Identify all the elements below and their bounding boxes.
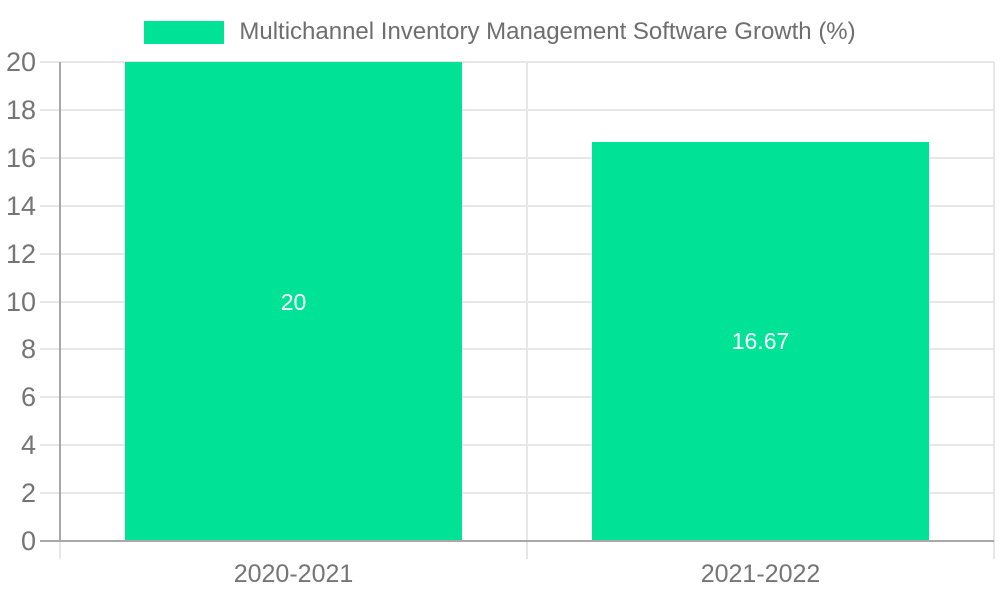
x-axis-line (40, 540, 994, 542)
y-axis-tick-label: 14 (5, 190, 36, 221)
x-axis-tick (993, 541, 995, 559)
x-gridline (526, 62, 528, 541)
y-gridline (40, 396, 994, 399)
legend-swatch (144, 20, 225, 44)
chart-legend-item[interactable]: Multichannel Inventory Management Softwa… (0, 14, 1000, 50)
legend-label: Multichannel Inventory Management Softwa… (239, 18, 856, 45)
y-gridline (40, 156, 994, 159)
x-axis-tick-label: 2021-2022 (700, 560, 821, 588)
x-gridline (993, 62, 995, 541)
x-axis-tick (59, 541, 61, 559)
y-gridline (40, 252, 994, 255)
y-axis-tick-label: 18 (5, 94, 36, 125)
y-axis-tick-label: 10 (5, 286, 36, 317)
x-axis-tick-label: 2020-2021 (233, 560, 354, 588)
y-gridline (40, 444, 994, 447)
y-gridline (40, 108, 994, 111)
y-gridline (40, 348, 994, 351)
x-axis-tick (526, 541, 528, 559)
y-gridline (40, 300, 994, 303)
y-axis-tick-label: 2 (20, 478, 36, 509)
y-axis-tick-label: 12 (5, 238, 36, 269)
y-axis-tick-label: 4 (20, 430, 36, 461)
y-gridline (40, 61, 994, 63)
bar-2020-2021[interactable]: 20 (125, 62, 462, 541)
y-axis-tick-label: 20 (5, 47, 36, 77)
bar-value-label: 20 (280, 288, 307, 315)
y-axis-tick-label: 0 (20, 526, 36, 556)
y-axis-tick-label: 8 (20, 334, 36, 365)
y-gridline (40, 204, 994, 207)
y-axis-tick-label: 16 (5, 142, 36, 173)
bar-value-label: 16.67 (731, 328, 790, 355)
y-axis-line (59, 62, 61, 541)
bar-2021-2022[interactable]: 16.67 (592, 141, 929, 541)
y-gridline (40, 492, 994, 495)
y-axis-tick-label: 6 (20, 382, 36, 413)
